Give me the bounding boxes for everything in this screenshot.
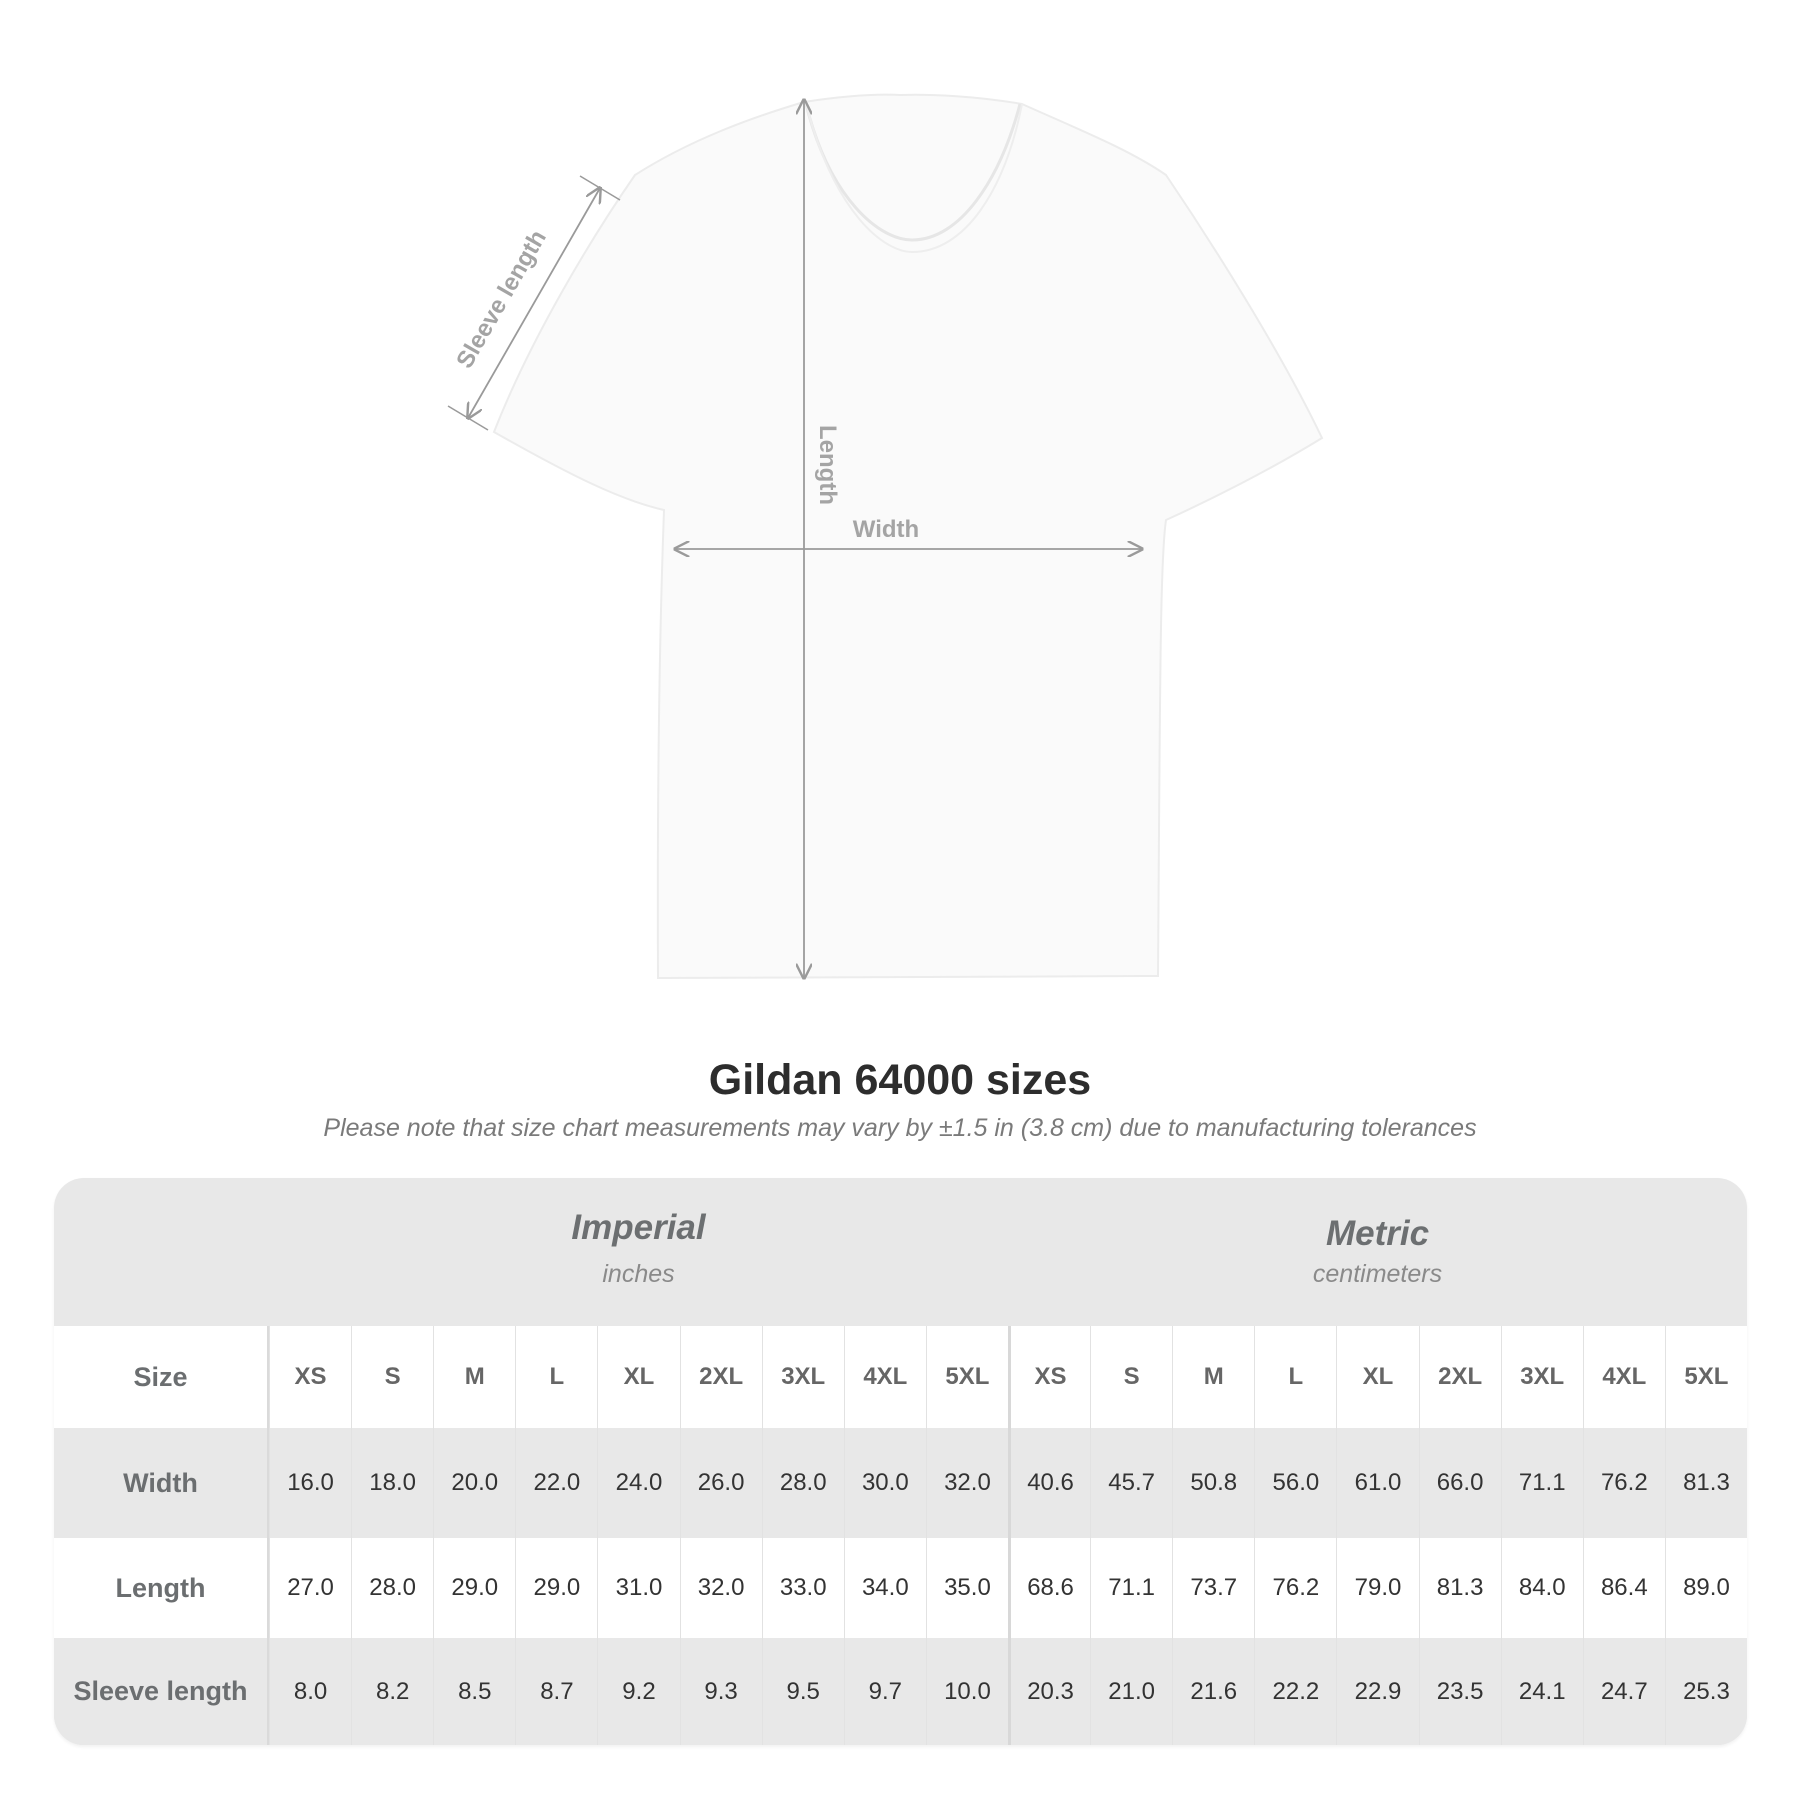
imperial-value-cell: 10.0 [925,1638,1008,1745]
imperial-value-cell: 26.0 [679,1428,762,1538]
imperial-value-cell: 8.5 [433,1638,516,1745]
row-label: Length [54,1538,269,1638]
size-table: Imperial inches Metric centimeters Size X… [54,1178,1747,1745]
metric-value-cell: 61.0 [1336,1428,1419,1538]
imperial-value-cell: 31.0 [597,1538,680,1638]
imperial-size-header: S [351,1326,434,1428]
metric-value-cell: 22.2 [1254,1638,1337,1745]
length-label: Length [814,425,841,505]
metric-value-cell: 76.2 [1254,1538,1337,1638]
metric-value-cell: 23.5 [1418,1638,1501,1745]
imperial-value-cell: 35.0 [925,1538,1008,1638]
size-header-label: Size [54,1326,269,1428]
metric-value-cell: 21.6 [1172,1638,1255,1745]
imperial-value-cell: 29.0 [515,1538,598,1638]
metric-value-cell: 68.6 [1008,1538,1091,1638]
sleeve-line [468,188,600,418]
imperial-size-header: 2XL [679,1326,762,1428]
metric-value-cell: 81.3 [1418,1538,1501,1638]
imperial-value-cell: 29.0 [433,1538,516,1638]
metric-value-cell: 66.0 [1418,1428,1501,1538]
metric-value-cell: 56.0 [1254,1428,1337,1538]
metric-value-cell: 24.1 [1500,1638,1583,1745]
imperial-size-header: 3XL [761,1326,844,1428]
metric-size-header: 2XL [1418,1326,1501,1428]
imperial-value-cell: 8.7 [515,1638,598,1745]
imperial-value-cell: 9.3 [679,1638,762,1745]
metric-value-cell: 86.4 [1582,1538,1665,1638]
metric-value-cell: 50.8 [1172,1428,1255,1538]
imperial-value-cell: 28.0 [761,1428,844,1538]
imperial-value-cell: 27.0 [269,1538,352,1638]
metric-size-header: 5XL [1664,1326,1747,1428]
metric-value-cell: 81.3 [1664,1428,1747,1538]
imperial-unit: inches [602,1260,675,1288]
collar [804,103,1022,242]
imperial-size-header: XS [269,1326,352,1428]
imperial-value-cell: 22.0 [515,1428,598,1538]
imperial-value-cell: 32.0 [925,1428,1008,1538]
row-label: Width [54,1428,269,1538]
imperial-value-cell: 8.2 [351,1638,434,1745]
imperial-value-cell: 9.5 [761,1638,844,1745]
imperial-value-cell: 28.0 [351,1538,434,1638]
imperial-value-cell: 34.0 [843,1538,926,1638]
metric-value-cell: 71.1 [1090,1538,1173,1638]
imperial-header: Imperial inches [269,1178,1008,1356]
imperial-size-header: 4XL [843,1326,926,1428]
row-label: Sleeve length [54,1638,269,1745]
metric-value-cell: 84.0 [1500,1538,1583,1638]
tolerance-note: Please note that size chart measurements… [323,1114,1477,1142]
metric-value-cell: 20.3 [1008,1638,1091,1745]
metric-label: Metric [1325,1214,1430,1253]
imperial-size-header: XL [597,1326,680,1428]
metric-size-header: L [1254,1326,1337,1428]
metric-size-header: S [1090,1326,1173,1428]
imperial-value-cell: 9.7 [843,1638,926,1745]
metric-size-header: 3XL [1500,1326,1583,1428]
metric-size-header: M [1172,1326,1255,1428]
metric-value-cell: 22.9 [1336,1638,1419,1745]
imperial-value-cell: 9.2 [597,1638,680,1745]
imperial-label: Imperial [571,1208,706,1247]
metric-size-header: 4XL [1582,1326,1665,1428]
metric-value-cell: 79.0 [1336,1538,1419,1638]
imperial-value-cell: 30.0 [843,1428,926,1538]
width-label: Width [853,516,919,543]
metric-size-header: XS [1008,1326,1091,1428]
size-grid: Size XS S M L XL 2XL 3XL 4XL 5XL XS S M L XL 2XL 3XL 4XL 5… [54,1326,1747,1745]
metric-value-cell: 45.7 [1090,1428,1173,1538]
metric-unit: centimeters [1312,1260,1443,1288]
imperial-value-cell: 33.0 [761,1538,844,1638]
imperial-size-header: L [515,1326,598,1428]
page-title: Gildan 64000 sizes [708,1056,1092,1104]
metric-value-cell: 24.7 [1582,1638,1665,1745]
tshirt-diagram: Length Width Sleeve length [447,93,1324,1010]
metric-value-cell: 21.0 [1090,1638,1173,1745]
imperial-value-cell: 8.0 [269,1638,352,1745]
metric-header: Metric centimeters [1008,1178,1747,1362]
metric-value-cell: 76.2 [1582,1428,1665,1538]
imperial-value-cell: 20.0 [433,1428,516,1538]
imperial-value-cell: 32.0 [679,1538,762,1638]
metric-size-header: XL [1336,1326,1419,1428]
metric-value-cell: 40.6 [1008,1428,1091,1538]
imperial-value-cell: 24.0 [597,1428,680,1538]
metric-value-cell: 73.7 [1172,1538,1255,1638]
metric-value-cell: 71.1 [1500,1428,1583,1538]
metric-value-cell: 25.3 [1664,1638,1747,1745]
imperial-size-header: 5XL [925,1326,1008,1428]
imperial-value-cell: 16.0 [269,1428,352,1538]
imperial-size-header: M [433,1326,516,1428]
metric-value-cell: 89.0 [1664,1538,1747,1638]
imperial-value-cell: 18.0 [351,1428,434,1538]
